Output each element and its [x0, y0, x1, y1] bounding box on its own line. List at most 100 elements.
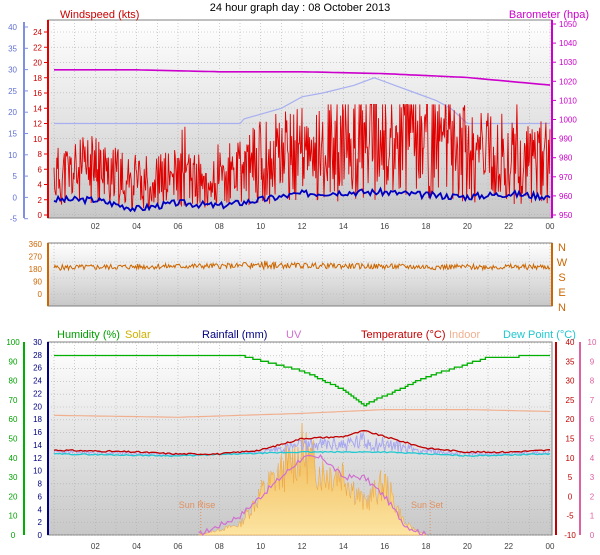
uv-tick-label: 1	[590, 512, 595, 521]
direction-tick-label: 270	[29, 253, 43, 262]
barometer-tick-label: 1020	[559, 77, 577, 86]
barometer-tick-label: 1010	[559, 96, 577, 105]
x-tick-label: 20	[463, 222, 472, 231]
barometer-tick-label: 990	[559, 135, 573, 144]
direction-tick-label: 180	[29, 265, 43, 274]
left-outer-tick-label: 15	[8, 130, 17, 139]
uv-tick-label: 9	[590, 357, 595, 366]
x-tick-label: 10	[256, 542, 265, 551]
rainfall-tick-label: 30	[33, 338, 42, 347]
humidity-tick-label: 40	[9, 454, 18, 463]
sun-rise-label: Sun Rise	[179, 500, 216, 510]
left-outer-tick-label: 35	[8, 44, 17, 53]
direction-plot-area	[47, 242, 553, 307]
windspeed-tick-label: 8	[38, 150, 43, 159]
multi-series	[53, 354, 551, 536]
uv-tick-label: 0	[590, 531, 595, 540]
barometer-tick-label: 950	[559, 211, 573, 220]
humidity-tick-label: 20	[9, 492, 18, 501]
compass-label: S	[558, 272, 565, 284]
temperature-tick-label: 30	[566, 377, 575, 386]
x-tick-label: 18	[422, 542, 431, 551]
temperature-line	[53, 430, 551, 456]
x-tick-label: 04	[132, 222, 141, 231]
windspeed-tick-label: 12	[33, 120, 42, 129]
x-tick-label: 02	[91, 542, 100, 551]
wind-average-line	[53, 186, 551, 213]
dew-point-label: Dew Point (°C)	[503, 329, 576, 341]
indoor-line	[53, 409, 551, 418]
left-outer-tick-label: 30	[8, 66, 17, 75]
x-tick-label: 22	[504, 222, 513, 231]
x-tick-label: 22	[504, 542, 513, 551]
x-tick-label: 04	[132, 542, 141, 551]
windspeed-tick-label: 4	[38, 181, 43, 190]
rainfall-tick-label: 18	[33, 415, 42, 424]
windspeed-tick-label: 18	[33, 74, 42, 83]
x-tick-label: 18	[422, 222, 431, 231]
rainfall-tick-label: 20	[33, 402, 42, 411]
windspeed-tick-label: 24	[33, 28, 42, 37]
x-tick-label: 12	[298, 542, 307, 551]
direction-tick-label: 360	[29, 240, 43, 249]
rainfall-tick-label: 2	[38, 518, 43, 527]
rainfall-tick-label: 24	[33, 377, 42, 386]
left-outer-tick-label: 5	[13, 172, 18, 181]
x-tick-label: 02	[91, 222, 100, 231]
temperature-tick-label: -5	[566, 512, 574, 521]
x-tick-label: 00	[546, 222, 555, 231]
left-outer-tick-label: 20	[8, 108, 17, 117]
temperature-tick-label: 25	[566, 396, 575, 405]
windspeed-tick-label: 16	[33, 89, 42, 98]
humidity-tick-label: 60	[9, 415, 18, 424]
temperature-tick-label: 15	[566, 435, 575, 444]
humidity-tick-label: 50	[9, 435, 18, 444]
rainfall-tick-label: 8	[38, 480, 43, 489]
humidity-label: Humidity (%)	[57, 329, 120, 341]
wind-baro-axes: 4035302520151050-52422201816141210864201…	[8, 20, 577, 224]
x-tick-label: 06	[174, 222, 183, 231]
left-outer-tick-label: -5	[10, 215, 18, 224]
uv-tick-label: 7	[590, 396, 595, 405]
temperature-tick-label: 20	[566, 415, 575, 424]
rainfall-tick-label: 10	[33, 467, 42, 476]
rainfall-tick-label: 4	[38, 505, 43, 514]
windspeed-tick-label: 6	[38, 165, 43, 174]
sun-set-label: Sun Set	[411, 500, 444, 510]
left-outer-tick-label: 40	[8, 23, 17, 32]
compass-label: E	[558, 287, 565, 299]
windspeed-label: Windspeed (kts)	[60, 9, 139, 21]
barometer-tick-label: 1040	[559, 39, 577, 48]
left-outer-tick-label: 25	[8, 87, 17, 96]
humidity-tick-label: 70	[9, 396, 18, 405]
compass-label: W	[557, 257, 568, 269]
windspeed-tick-label: 22	[33, 43, 42, 52]
x-tick-label: 06	[174, 542, 183, 551]
windspeed-line	[53, 103, 551, 209]
uv-tick-label: 3	[590, 473, 595, 482]
wind-baro-x-ticks: 02 04 06 08 10 12 14 16 18 20 22 00	[91, 222, 555, 231]
x-tick-label: 14	[339, 222, 348, 231]
rainfall-tick-label: 12	[33, 454, 42, 463]
temperature-label: Temperature (°C)	[361, 329, 445, 341]
direction-series	[53, 260, 551, 272]
uv-tick-label: 2	[590, 492, 595, 501]
barometer-label: Barometer (hpa)	[509, 9, 589, 21]
humidity-tick-label: 0	[11, 531, 16, 540]
x-tick-label: 16	[380, 542, 389, 551]
multi-axes: 1009080706050403020100302826242220181614…	[6, 338, 597, 540]
rainfall-tick-label: 14	[33, 441, 42, 450]
barometer-tick-label: 980	[559, 154, 573, 163]
rainfall-label: Rainfall (mm)	[202, 329, 267, 341]
temperature-tick-label: 40	[566, 338, 575, 347]
barometer-tick-label: 1030	[559, 58, 577, 67]
windspeed-tick-label: 0	[38, 211, 43, 220]
x-tick-label: 08	[215, 222, 224, 231]
x-tick-label: 00	[546, 542, 555, 551]
rainfall-tick-label: 26	[33, 364, 42, 373]
windspeed-tick-label: 14	[33, 104, 42, 113]
wind-baro-plot-area	[47, 19, 553, 219]
